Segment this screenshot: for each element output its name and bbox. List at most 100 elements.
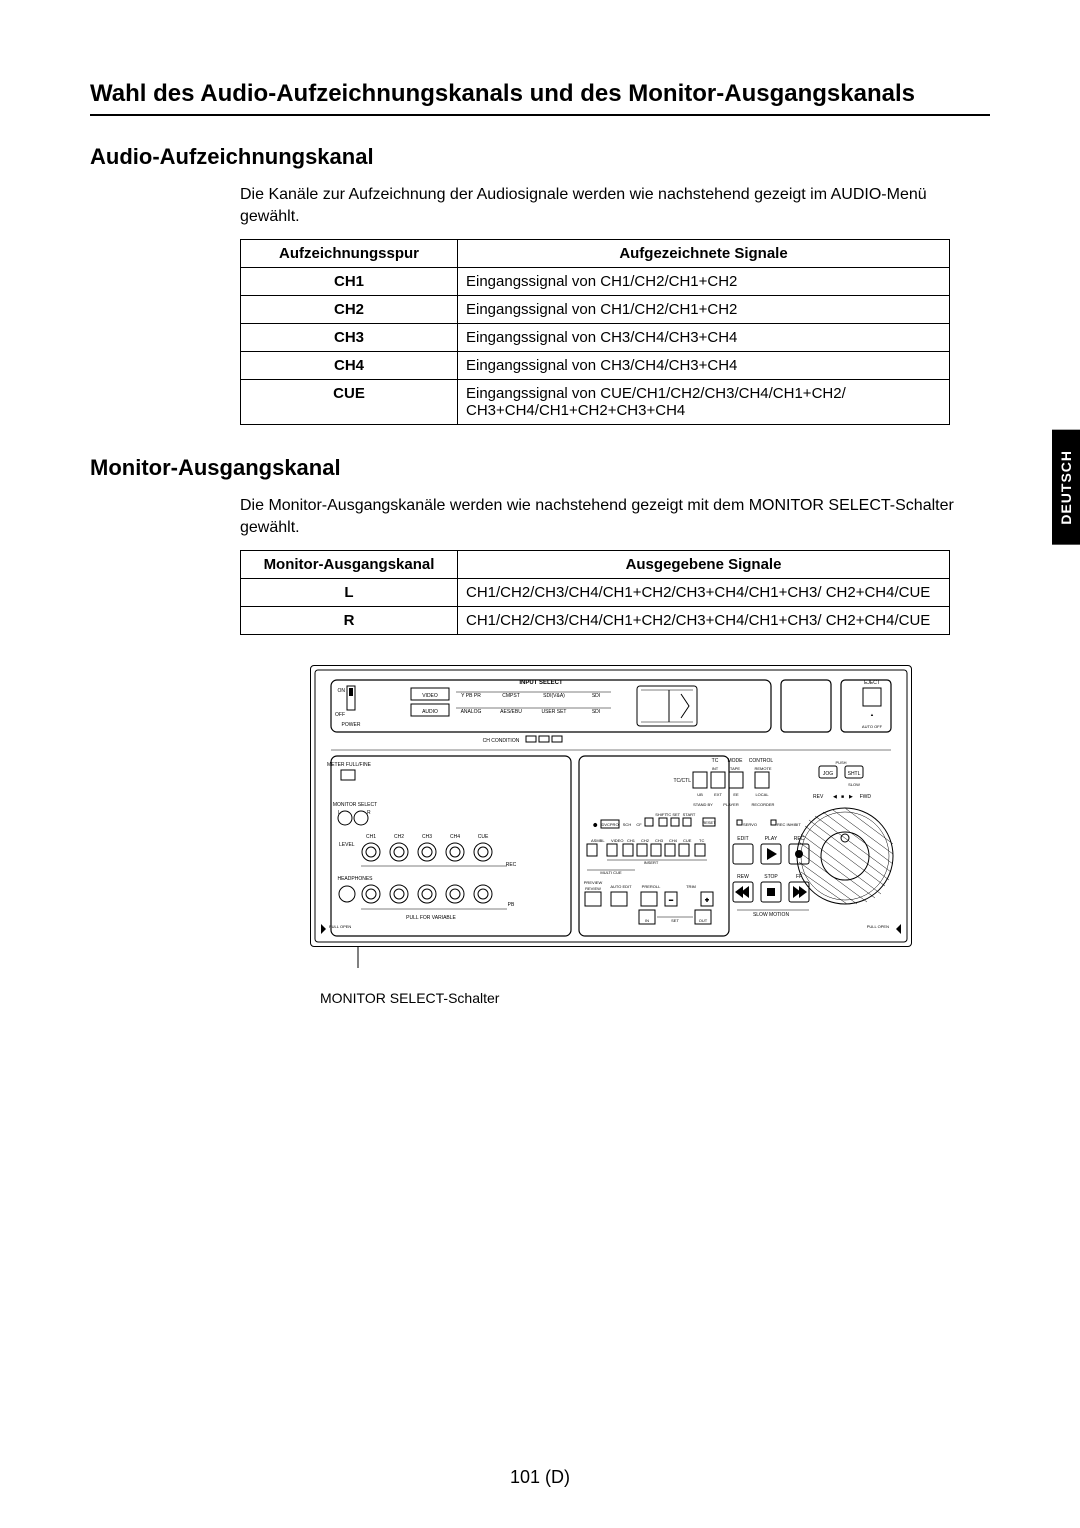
svg-text:SCH: SCH: [623, 822, 632, 827]
svg-text:VIDEO: VIDEO: [611, 838, 623, 843]
svg-text:DVCPRO: DVCPRO: [601, 822, 618, 827]
table-header: Aufzeichnungsspur: [241, 240, 458, 268]
svg-text:CH2: CH2: [641, 838, 650, 843]
svg-text:STAND BY: STAND BY: [693, 802, 713, 807]
svg-text:VIDEO: VIDEO: [422, 693, 438, 699]
svg-text:OFF: OFF: [335, 712, 345, 718]
table-header: Aufgezeichnete Signale: [458, 240, 950, 268]
svg-text:LOCAL: LOCAL: [755, 792, 769, 797]
table-row: RCH1/CH2/CH3/CH4/CH1+CH2/CH3+CH4/CH1+CH3…: [241, 607, 950, 635]
svg-text:SLOW: SLOW: [848, 782, 860, 787]
svg-text:SHTL: SHTL: [848, 771, 861, 777]
monitor-table: Monitor-Ausgangskanal Ausgegebene Signal…: [240, 550, 950, 635]
svg-text:MULTI CUE: MULTI CUE: [600, 870, 622, 875]
recording-table: Aufzeichnungsspur Aufgezeichnete Signale…: [240, 239, 950, 425]
svg-text:START: START: [683, 812, 696, 817]
table-row: LCH1/CH2/CH3/CH4/CH1+CH2/CH3+CH4/CH1+CH3…: [241, 579, 950, 607]
svg-text:IN: IN: [645, 918, 649, 923]
svg-text:AUTO OFF: AUTO OFF: [862, 724, 883, 729]
svg-text:MODE: MODE: [728, 758, 744, 764]
svg-text:◀: ◀: [833, 794, 837, 800]
page-title: Wahl des Audio-Aufzeichnungskanals und d…: [90, 80, 990, 116]
svg-text:CH2: CH2: [394, 834, 404, 840]
svg-text:CONTROL: CONTROL: [749, 758, 774, 764]
svg-text:SDI(V&A): SDI(V&A): [543, 693, 565, 699]
svg-text:CH4: CH4: [669, 838, 678, 843]
svg-text:JOG: JOG: [823, 771, 833, 777]
svg-text:PLAY: PLAY: [765, 836, 778, 842]
svg-text:SLOW MOTION: SLOW MOTION: [753, 912, 790, 918]
table-row: CH1Eingangssignal von CH1/CH2/CH1+CH2: [241, 268, 950, 296]
svg-text:REV: REV: [813, 794, 824, 800]
svg-text:▶: ▶: [849, 794, 853, 800]
svg-text:CF: CF: [636, 822, 642, 827]
svg-text:STOP: STOP: [764, 874, 778, 880]
svg-text:POWER: POWER: [342, 722, 361, 728]
svg-text:SERVO: SERVO: [743, 822, 757, 827]
svg-text:PREVIEW: PREVIEW: [584, 880, 603, 885]
svg-text:METER FULL/FINE: METER FULL/FINE: [327, 762, 372, 768]
language-tab: DEUTSCH: [1052, 430, 1080, 545]
svg-text:AES/EBU: AES/EBU: [500, 709, 522, 715]
svg-text:PULL FOR VARIABLE: PULL FOR VARIABLE: [406, 915, 456, 921]
svg-text:INSERT: INSERT: [644, 860, 659, 865]
svg-text:INT: INT: [712, 766, 719, 771]
svg-text:RECORDER: RECORDER: [752, 802, 775, 807]
table-row: CH3Eingangssignal von CH3/CH4/CH3+CH4: [241, 324, 950, 352]
svg-text:UB: UB: [697, 792, 703, 797]
svg-text:RESET: RESET: [702, 820, 716, 825]
svg-text:EXT: EXT: [714, 792, 722, 797]
svg-text:CH1: CH1: [366, 834, 376, 840]
svg-text:TC/CTL: TC/CTL: [674, 778, 692, 784]
svg-text:USER SET: USER SET: [541, 709, 566, 715]
svg-text:PB: PB: [508, 902, 515, 908]
page-number: 101 (D): [0, 1467, 1080, 1488]
svg-text:REC: REC: [506, 862, 517, 868]
svg-text:CH4: CH4: [450, 834, 460, 840]
svg-text:PREROLL: PREROLL: [642, 884, 661, 889]
section1-heading: Audio-Aufzeichnungskanal: [90, 144, 990, 170]
table-header: Ausgegebene Signale: [458, 551, 950, 579]
svg-text:CMPST: CMPST: [502, 693, 520, 699]
svg-text:MONITOR SELECT: MONITOR SELECT: [333, 802, 377, 808]
svg-text:SDI: SDI: [592, 709, 600, 715]
svg-text:CH3: CH3: [422, 834, 432, 840]
svg-text:CH CONDITION: CH CONDITION: [483, 738, 520, 744]
svg-text:EDIT: EDIT: [737, 836, 748, 842]
svg-text:TAPE: TAPE: [730, 766, 740, 771]
svg-text:⬤: ⬤: [593, 822, 598, 827]
svg-text:OUT: OUT: [699, 918, 708, 923]
svg-text:+: +: [705, 898, 709, 904]
svg-text:REVIEW: REVIEW: [585, 886, 601, 891]
svg-text:CH1: CH1: [627, 838, 636, 843]
svg-text:FWD: FWD: [860, 794, 872, 800]
svg-text:INPUT SELECT: INPUT SELECT: [519, 680, 563, 686]
svg-text:ASMBL: ASMBL: [591, 838, 605, 843]
svg-text:TC: TC: [712, 758, 719, 764]
svg-text:PULL OPEN: PULL OPEN: [329, 924, 351, 929]
svg-text:ANALOG: ANALOG: [461, 709, 482, 715]
section1-intro: Die Kanäle zur Aufzeichnung der Audiosig…: [240, 184, 990, 227]
table-row: CH4Eingangssignal von CH3/CH4/CH3+CH4: [241, 352, 950, 380]
svg-text:HEADPHONES: HEADPHONES: [337, 876, 373, 882]
svg-text:REC INHIBIT: REC INHIBIT: [777, 822, 801, 827]
svg-text:SET: SET: [671, 918, 679, 923]
svg-text:SDI: SDI: [592, 693, 600, 699]
panel-caption: MONITOR SELECT-Schalter: [320, 989, 990, 1007]
table-row: CUEEingangssignal von CUE/CH1/CH2/CH3/CH…: [241, 380, 950, 425]
svg-text:CH3: CH3: [655, 838, 664, 843]
svg-text:▲: ▲: [870, 712, 874, 717]
svg-text:PULL OPEN: PULL OPEN: [867, 924, 889, 929]
svg-text:■: ■: [841, 794, 844, 800]
svg-text:ON: ON: [338, 688, 346, 694]
svg-text:AUTO EDIT: AUTO EDIT: [610, 884, 632, 889]
svg-text:EE: EE: [733, 792, 739, 797]
section2-intro: Die Monitor-Ausgangskanäle werden wie na…: [240, 495, 990, 538]
svg-text:CUE: CUE: [683, 838, 692, 843]
svg-text:CUE: CUE: [478, 834, 489, 840]
svg-text:REW: REW: [737, 874, 749, 880]
svg-text:TC: TC: [699, 838, 704, 843]
svg-text:L: L: [338, 810, 341, 816]
section2-heading: Monitor-Ausgangskanal: [90, 455, 990, 481]
svg-text:R: R: [367, 810, 371, 816]
